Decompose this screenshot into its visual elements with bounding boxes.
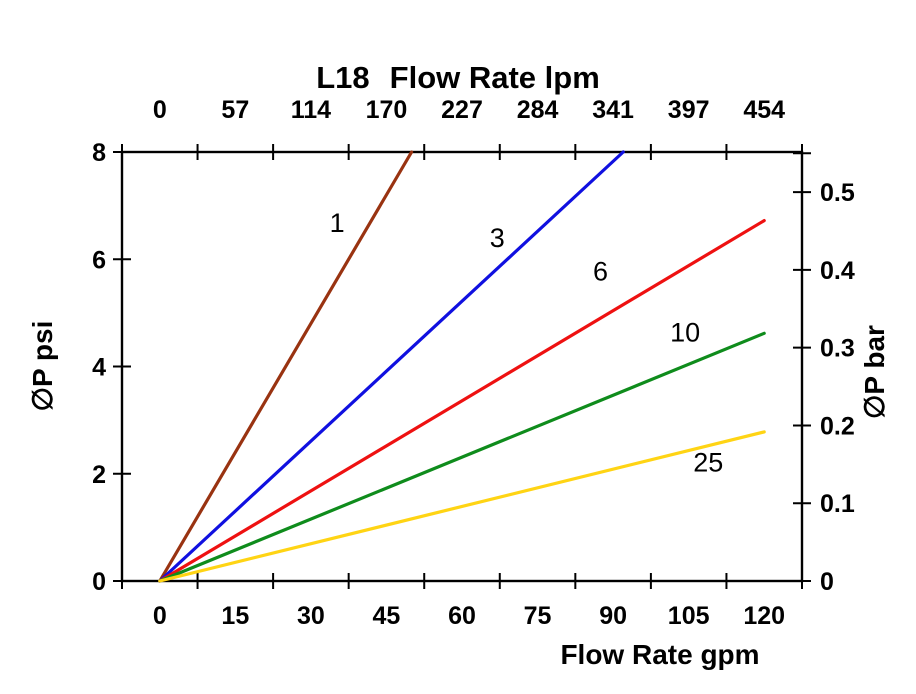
left-tick-label: 8 <box>92 139 106 167</box>
right-axis-ticks <box>793 152 811 582</box>
right-tick-label: 0.3 <box>820 335 855 363</box>
top-axis-ticks <box>121 144 803 160</box>
bottom-axis-ticks <box>121 573 803 589</box>
top-tick-label: 341 <box>592 96 634 124</box>
left-tick-label: 2 <box>92 461 106 489</box>
series-label-6: 6 <box>593 257 608 287</box>
top-tick-label: 397 <box>668 96 710 124</box>
left-tick-label: 4 <box>92 354 106 382</box>
left-axis-ticks <box>113 151 131 582</box>
chart-title-model: L18 <box>316 60 369 95</box>
bottom-tick-label: 90 <box>599 602 627 630</box>
series-label-3: 3 <box>490 223 505 253</box>
bottom-tick-label: 105 <box>668 602 710 630</box>
top-tick-label: 0 <box>153 96 167 124</box>
top-tick-label: 170 <box>366 96 408 124</box>
top-tick-label: 114 <box>291 96 331 124</box>
bottom-axis-labels: 0 15 30 45 60 75 90 105 120 <box>153 602 785 630</box>
series-label-10: 10 <box>670 318 700 348</box>
top-axis-labels: 0 57 114 170 227 284 341 397 454 <box>153 96 785 124</box>
bottom-tick-label: 75 <box>524 602 552 630</box>
left-tick-label: 0 <box>92 568 106 596</box>
chart-title-text: Flow Rate lpm <box>390 60 600 95</box>
bottom-tick-label: 60 <box>448 602 476 630</box>
right-tick-label: 0.1 <box>820 490 855 518</box>
top-tick-label: 57 <box>221 96 249 124</box>
bottom-axis-title: Flow Rate gpm <box>560 639 759 670</box>
series-lines <box>158 150 766 583</box>
series-labels: 1 3 6 10 25 <box>330 208 724 478</box>
plot-frame <box>120 150 804 583</box>
series-line-6 <box>158 219 766 583</box>
series-label-25: 25 <box>693 447 723 477</box>
left-axis-title: ∅P psi <box>27 321 58 412</box>
right-axis-title: ∅P bar <box>859 325 890 419</box>
chart-title: L18 Flow Rate lpm <box>316 60 600 95</box>
left-tick-label: 6 <box>92 246 106 274</box>
bottom-tick-label: 15 <box>221 602 249 630</box>
top-tick-label: 454 <box>743 96 785 124</box>
series-line-3 <box>158 150 625 583</box>
bottom-tick-label: 30 <box>297 602 325 630</box>
right-tick-label: 0 <box>820 568 834 596</box>
top-tick-label: 227 <box>441 96 483 124</box>
plot-border <box>120 150 804 583</box>
bottom-tick-label: 120 <box>743 602 785 630</box>
right-tick-label: 0.5 <box>820 179 855 207</box>
left-axis-labels: 0 2 4 6 8 <box>92 139 106 596</box>
series-line-1 <box>158 150 414 583</box>
bottom-tick-label: 45 <box>373 602 401 630</box>
series-label-1: 1 <box>330 208 345 238</box>
top-tick-label: 284 <box>517 96 559 124</box>
series-line-10 <box>158 331 766 583</box>
right-tick-label: 0.2 <box>820 412 855 440</box>
right-tick-label: 0.4 <box>820 257 855 285</box>
series-line-25 <box>158 430 766 583</box>
bottom-tick-label: 0 <box>153 602 167 630</box>
right-axis-labels: 0 0.1 0.2 0.3 0.4 0.5 <box>820 179 855 596</box>
